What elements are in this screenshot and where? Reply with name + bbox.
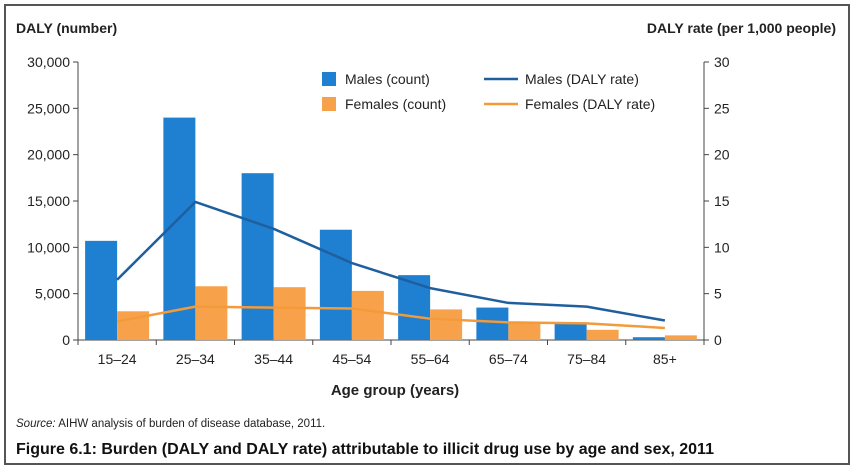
y-right-tick-label: 10	[714, 239, 730, 255]
y-right-tick-label: 20	[714, 147, 730, 163]
bars	[85, 117, 697, 340]
y-left-tick-label: 10,000	[27, 239, 70, 255]
bar-females-count	[664, 335, 697, 340]
lines	[116, 200, 666, 330]
bar-females-count	[508, 322, 541, 340]
bar-males-count	[398, 275, 431, 340]
y-left-tick-label: 30,000	[27, 54, 70, 70]
y-right-tick-label: 5	[714, 286, 722, 302]
source-note: Source: AIHW analysis of burden of disea…	[16, 418, 325, 430]
bar-females-count	[430, 309, 463, 340]
legend-males-daly-rate-label: Males (DALY rate)	[525, 71, 639, 87]
legend-males-count-swatch	[322, 72, 336, 86]
x-tick-label: 15–24	[98, 351, 137, 367]
bar-males-count	[241, 173, 274, 340]
line-females-daly-rate	[116, 305, 665, 330]
bar-females-count	[273, 287, 306, 340]
x-tick-label: 65–74	[489, 351, 528, 367]
x-tick-label: 75–84	[567, 351, 606, 367]
bar-males-count	[476, 307, 509, 340]
bar-females-count	[351, 290, 384, 340]
y-left-tick-label: 0	[62, 332, 70, 348]
bar-females-count	[195, 286, 228, 340]
y-axis-left-label: DALY (number)	[16, 20, 117, 36]
y-left-tick-label: 20,000	[27, 147, 70, 163]
y-right-tick-label: 25	[714, 100, 730, 116]
legend-females-count-swatch	[322, 97, 336, 111]
y-axis-right-label: DALY rate (per 1,000 people)	[647, 20, 836, 36]
x-tick-label: 55–64	[411, 351, 450, 367]
chart: DALY (number) DALY rate (per 1,000 peopl…	[16, 20, 836, 458]
figure-frame: DALY (number) DALY rate (per 1,000 peopl…	[4, 4, 850, 465]
source-text: AIHW analysis of burden of disease datab…	[56, 418, 326, 430]
x-axis-label: Age group (years)	[331, 382, 459, 399]
bar-males-count	[632, 337, 665, 340]
x-tick-label: 35–44	[254, 351, 293, 367]
bar-males-count	[85, 240, 118, 340]
line-males-daly-rate	[116, 200, 666, 322]
y-left-tick-label: 25,000	[27, 100, 70, 116]
x-tick-label: 85+	[653, 351, 677, 367]
bar-males-count	[554, 323, 587, 340]
y-left-tick-label: 15,000	[27, 193, 70, 209]
x-tick-label: 25–34	[176, 351, 215, 367]
axes: 0 5,000 10,000 15,000 20,000 25,000 30,000 0 5 10…	[27, 54, 730, 367]
legend: Males (count) Females (count) Males (DALY …	[322, 71, 655, 112]
x-tick-label: 45–54	[332, 351, 371, 367]
figure-caption: Figure 6.1: Burden (DALY and DALY rate) …	[16, 441, 714, 458]
source-label: Source:	[16, 418, 56, 430]
y-right-tick-label: 0	[714, 332, 722, 348]
bar-females-count	[586, 329, 619, 340]
legend-females-daly-rate-label: Females (DALY rate)	[525, 96, 655, 112]
y-right-tick-label: 15	[714, 193, 730, 209]
legend-females-count-label: Females (count)	[345, 96, 446, 112]
legend-males-count-label: Males (count)	[345, 71, 430, 87]
y-left-tick-label: 5,000	[35, 286, 70, 302]
y-right-tick-label: 30	[714, 54, 730, 70]
bar-males-count	[319, 229, 352, 340]
